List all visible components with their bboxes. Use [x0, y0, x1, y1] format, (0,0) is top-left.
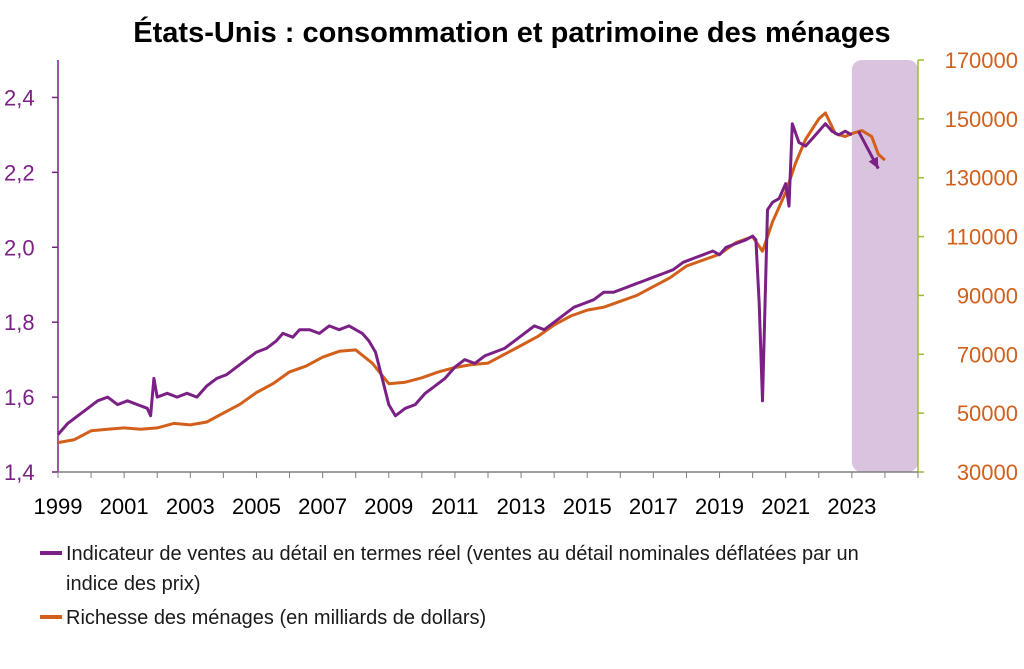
right-tick-label: 150000 — [945, 107, 1018, 132]
left-tick-label: 1,6 — [4, 385, 35, 410]
legend-label-retail-sales: Indicateur de ventes au détail en termes… — [66, 543, 859, 595]
x-tick-label: 2019 — [695, 494, 744, 519]
legend-label-line: Indicateur de ventes au détail en termes… — [66, 543, 859, 565]
right-tick-label: 170000 — [945, 48, 1018, 73]
right-tick-label: 90000 — [957, 283, 1018, 308]
x-tick-label: 2013 — [497, 494, 546, 519]
x-tick-label: 1999 — [34, 494, 83, 519]
left-tick-label: 2,2 — [4, 160, 35, 185]
chart-title: États-Unis : consommation et patrimoine … — [133, 15, 890, 49]
legend-label-line: indice des prix) — [66, 573, 201, 595]
x-tick-label: 2017 — [629, 494, 678, 519]
axes: 1,4 1,6 1,8 2,0 2,2 2,4 30000 50000 70000 90000 11… — [4, 48, 1018, 519]
right-tick-label: 110000 — [946, 225, 1018, 250]
x-tick-label: 2001 — [100, 494, 149, 519]
legend: Indicateur de ventes au détail en termes… — [40, 543, 859, 629]
right-tick-label: 130000 — [945, 166, 1018, 191]
left-tick-label: 2,0 — [4, 235, 35, 260]
x-tick-label: 2003 — [166, 494, 215, 519]
right-tick-label: 50000 — [957, 401, 1018, 426]
x-tick-label: 2015 — [563, 494, 612, 519]
highlight-band — [851, 60, 918, 472]
legend-label-household-wealth: Richesse des ménages (en milliards de do… — [66, 607, 486, 629]
left-tick-label: 1,4 — [4, 460, 35, 485]
x-tick-label: 2023 — [827, 494, 876, 519]
series-layer — [56, 111, 886, 445]
left-tick-label: 2,4 — [4, 85, 35, 110]
right-tick-label: 30000 — [957, 460, 1018, 485]
x-tick-label: 2005 — [232, 494, 281, 519]
x-tick-label: 2011 — [431, 494, 478, 519]
x-tick-label: 2007 — [298, 494, 347, 519]
x-tick-label: 2009 — [364, 494, 413, 519]
x-tick-label: 2021 — [761, 494, 810, 519]
series-line-retail-sales — [56, 122, 853, 436]
trend-arrow-head — [868, 156, 879, 169]
series-line-household-wealth — [57, 111, 886, 445]
left-tick-label: 1,8 — [4, 310, 35, 335]
right-tick-label: 70000 — [957, 342, 1018, 367]
